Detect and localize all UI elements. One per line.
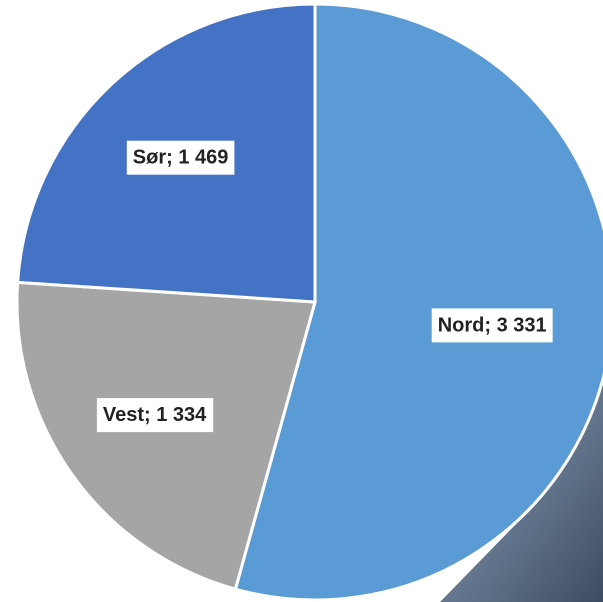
label-text: Vest; 1 334 bbox=[103, 404, 207, 426]
background-photo bbox=[440, 380, 603, 602]
data-label: Vest; 1 334 bbox=[96, 398, 214, 433]
data-label: Sør; 1 469 bbox=[126, 140, 235, 175]
pie bbox=[15, 2, 603, 602]
data-labels: Nord; 3 331 Vest; 1 334 Sør; 1 469 bbox=[96, 140, 553, 433]
label-box bbox=[431, 308, 553, 343]
pie-slice bbox=[15, 280, 317, 592]
pie-slice bbox=[233, 2, 603, 602]
label-box bbox=[126, 140, 235, 175]
label-text: Nord; 3 331 bbox=[438, 314, 547, 336]
label-text: Sør; 1 469 bbox=[133, 147, 229, 169]
data-label: Nord; 3 331 bbox=[431, 308, 553, 343]
label-box bbox=[96, 398, 214, 433]
